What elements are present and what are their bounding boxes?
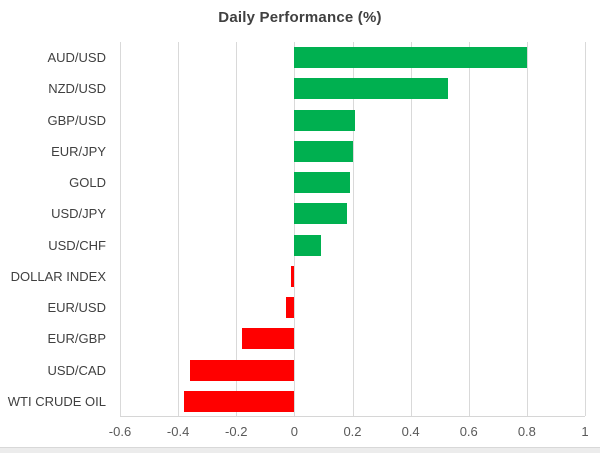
x-tick-label: -0.6 xyxy=(108,424,132,439)
footer-strip xyxy=(0,447,600,453)
category-label: USD/JPY xyxy=(51,206,106,222)
x-tick-label: 0 xyxy=(290,424,298,439)
x-tick-label: -0.2 xyxy=(225,424,248,439)
bar-gbp-usd xyxy=(294,109,356,131)
bar-wti-crude-oil xyxy=(183,390,295,412)
bar-gold xyxy=(294,172,350,194)
chart-title: Daily Performance (%) xyxy=(218,9,382,26)
bar-usd-chf xyxy=(294,234,321,256)
category-label: EUR/GBP xyxy=(47,331,106,347)
gridline xyxy=(236,42,238,416)
gridline xyxy=(294,42,296,416)
gridline xyxy=(352,42,354,416)
x-tick-label: 0.6 xyxy=(459,424,478,439)
bar-aud-usd xyxy=(294,47,527,69)
gridline xyxy=(526,42,528,416)
x-axis: -0.6 -0.4 -0.2 0 0.2 0.4 0.6 0.8 1 xyxy=(109,424,589,442)
bar-nzd-usd xyxy=(294,78,449,100)
category-label: WTI CRUDE OIL xyxy=(7,393,106,409)
bar-dollar-index xyxy=(291,265,295,287)
category-label: EUR/USD xyxy=(47,300,106,315)
category-label: USD/CHF xyxy=(48,237,106,253)
bar-eur-gbp xyxy=(242,328,295,350)
category-label: USD/CAD xyxy=(47,362,106,378)
gridline xyxy=(120,42,121,416)
bar-eur-usd xyxy=(285,297,295,319)
bar-eur-jpy xyxy=(294,140,353,162)
plot-area xyxy=(120,42,586,417)
gridline xyxy=(585,42,586,416)
category-label: DOLLAR INDEX xyxy=(10,268,106,284)
category-label: GOLD xyxy=(69,175,106,190)
x-tick-label: 1 xyxy=(581,424,589,439)
gridline xyxy=(468,42,470,416)
category-label: GBP/USD xyxy=(47,112,106,128)
category-label: EUR/JPY xyxy=(51,143,106,159)
category-label: AUD/USD xyxy=(47,50,106,65)
bar-usd-jpy xyxy=(294,203,347,225)
x-tick-label: 0.4 xyxy=(401,424,420,439)
gridline xyxy=(178,42,180,416)
x-tick-label: 0.8 xyxy=(517,424,536,439)
x-tick-label: -0.4 xyxy=(166,424,190,439)
bar-usd-cad xyxy=(189,359,295,381)
category-label: NZD/USD xyxy=(48,81,106,97)
y-axis-category-labels: AUD/USD NZD/USD GBP/USD EUR/JPY GOLD USD/JPY U… xyxy=(0,42,106,417)
gridline xyxy=(410,42,412,416)
x-tick-label: 0.2 xyxy=(343,424,362,439)
